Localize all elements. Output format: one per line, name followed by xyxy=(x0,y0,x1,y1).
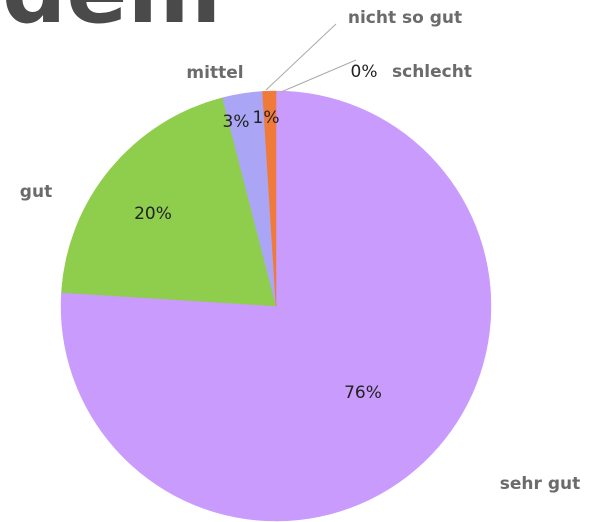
category-label: mittel xyxy=(186,63,243,83)
category-label: nicht so gut xyxy=(348,8,462,28)
value-label: 0% xyxy=(351,62,378,82)
pie-slice xyxy=(262,90,277,307)
pie-slice xyxy=(61,97,277,307)
chart-title: dem xyxy=(2,0,221,44)
category-label: schlecht xyxy=(392,62,472,82)
leader-line xyxy=(280,59,357,93)
value-label: 20% xyxy=(134,204,172,224)
value-label: 3% xyxy=(223,112,250,132)
value-label: 76% xyxy=(344,383,382,403)
category-label: gut xyxy=(20,182,52,202)
category-label: sehr gut xyxy=(500,474,580,494)
value-label: 1% xyxy=(253,108,280,128)
leader-line xyxy=(265,23,337,91)
